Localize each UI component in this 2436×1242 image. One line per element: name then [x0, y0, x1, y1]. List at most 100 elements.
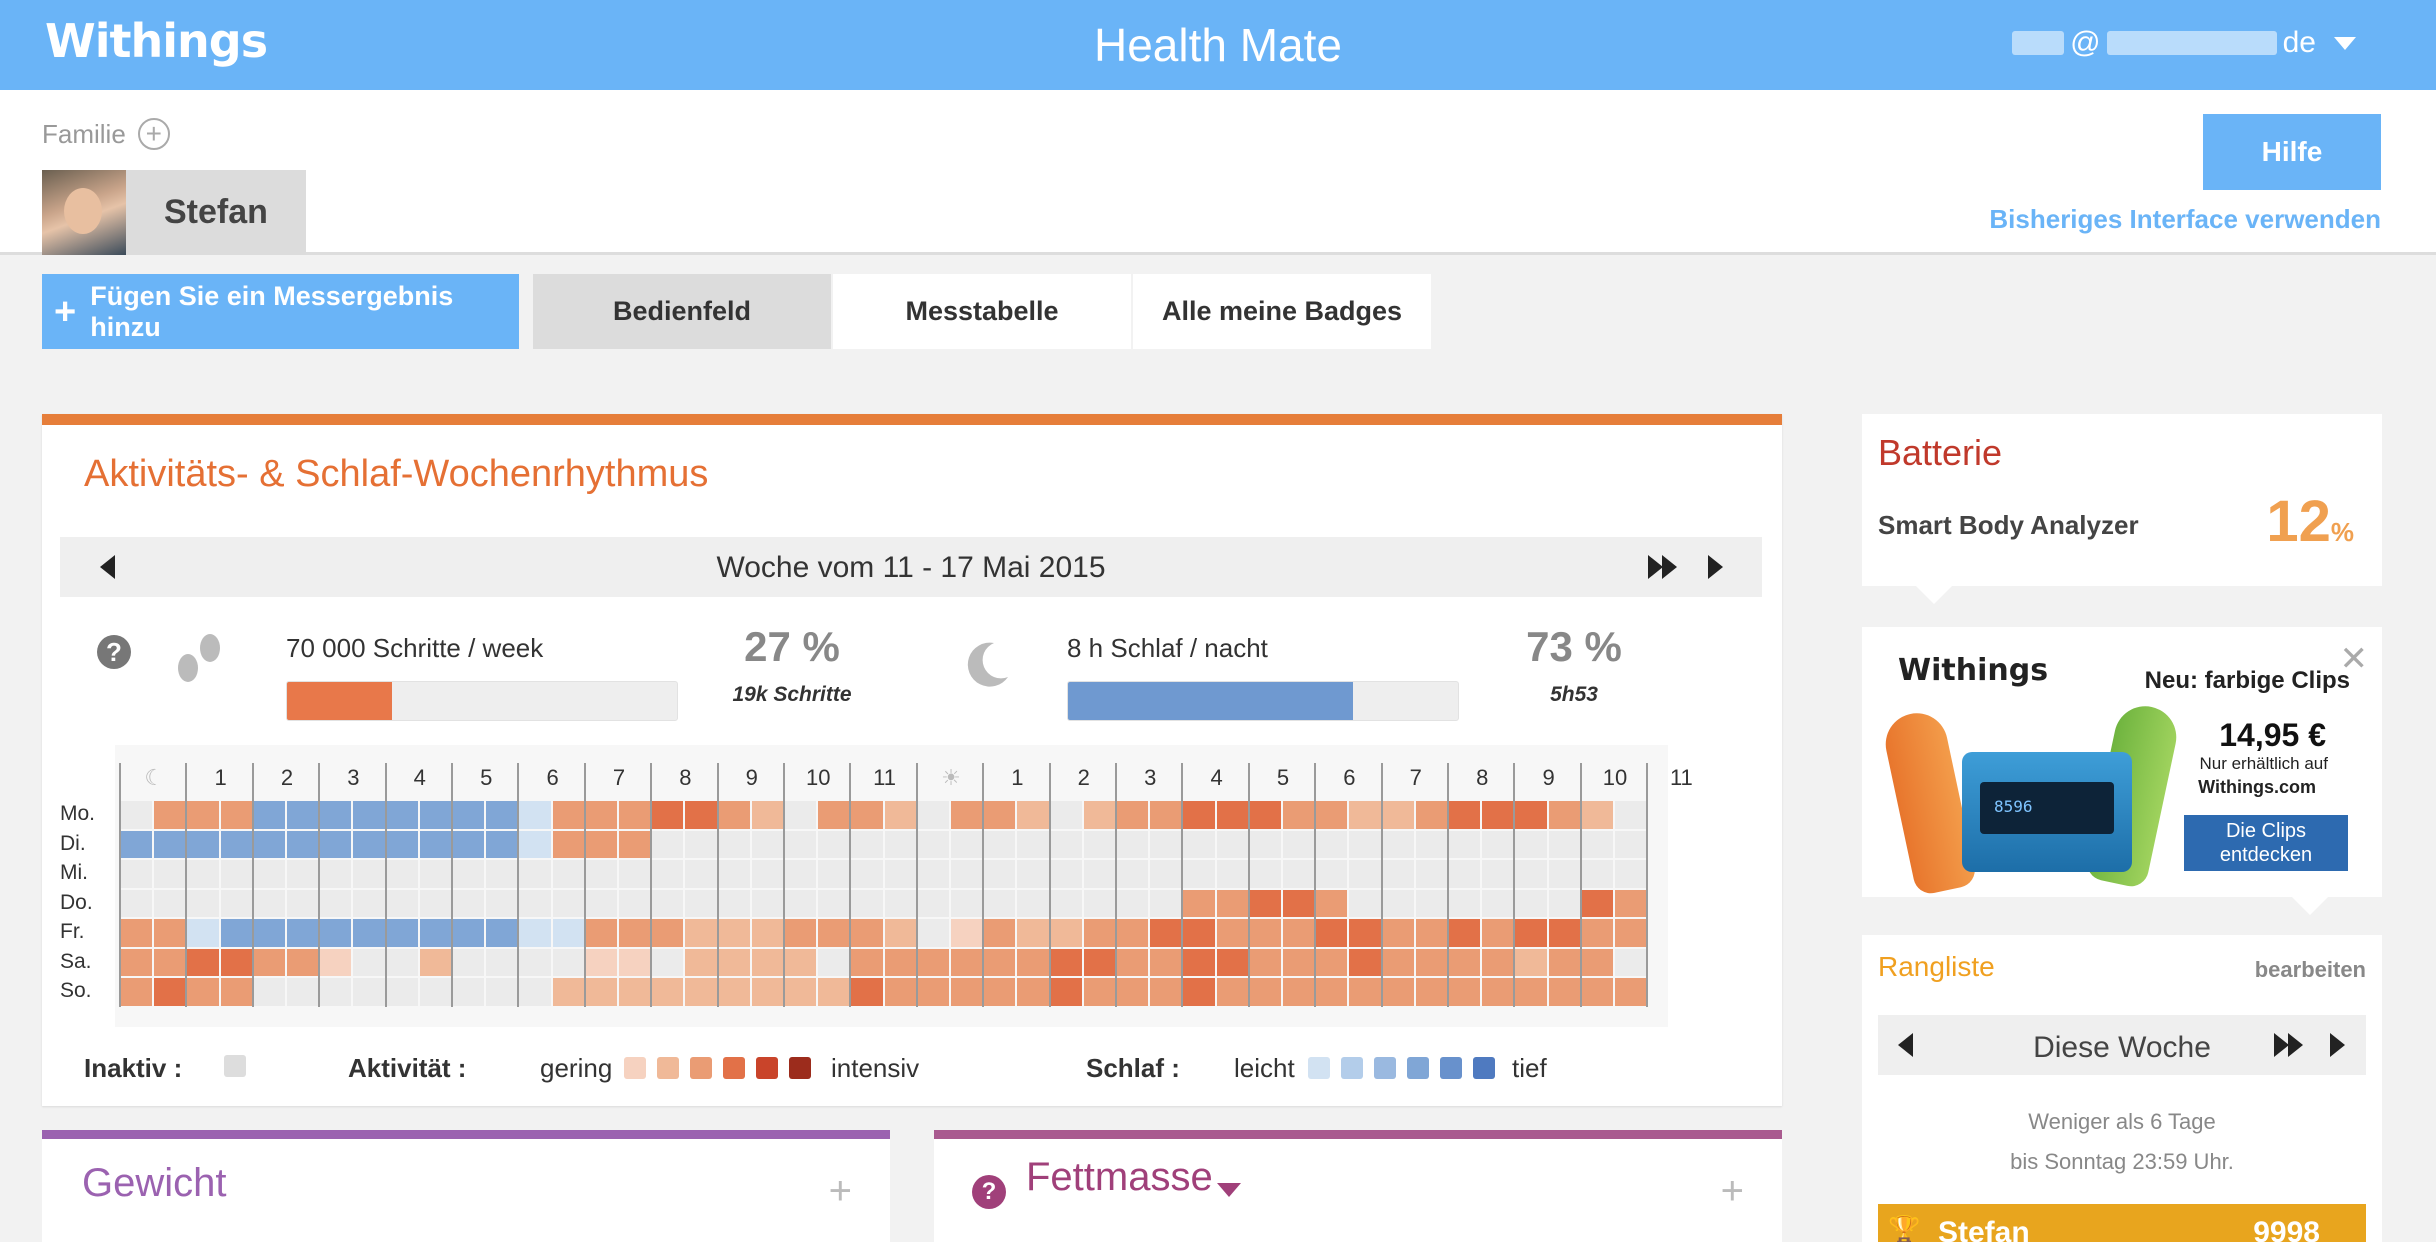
heatmap-cell [751, 919, 783, 947]
heatmap-cell [1382, 889, 1414, 917]
heatmap-cell [718, 860, 750, 888]
add-fat-mass-icon[interactable]: + [1720, 1169, 1744, 1213]
week-label: Woche vom 11 - 17 Mai 2015 [716, 551, 1106, 584]
help-icon[interactable]: ? [97, 635, 131, 669]
steps-percent: 27 % [744, 623, 840, 670]
hour-label: 2 [1077, 765, 1090, 790]
hour-label: 10 [805, 765, 831, 790]
heatmap-cell [1449, 801, 1481, 829]
tab-badges[interactable]: Alle meine Badges [1133, 274, 1431, 349]
sleep-goal: 8 h Schlaf / nacht [1067, 633, 1268, 663]
heatmap-cell [1249, 919, 1281, 947]
help-icon[interactable]: ? [972, 1175, 1006, 1209]
moon-icon: ☾ [144, 765, 165, 790]
account-menu[interactable]: @ de [2012, 26, 2356, 60]
heatmap-cell [1283, 860, 1315, 888]
heatmap-cell [1183, 860, 1215, 888]
heatmap-cell [486, 801, 518, 829]
heatmap-cell [984, 830, 1016, 858]
close-icon[interactable]: ✕ [2339, 640, 2369, 678]
heatmap-cell [1548, 801, 1580, 829]
previous-period-icon[interactable] [1898, 1033, 1913, 1057]
heatmap-cell [917, 919, 949, 947]
help-button[interactable]: Hilfe [2203, 114, 2381, 190]
heatmap-cell [1415, 860, 1447, 888]
discover-clips-button[interactable]: Die Clips entdecken [2184, 815, 2348, 871]
withings-logo[interactable]: Withings [45, 14, 268, 68]
heatmap-cell [187, 860, 219, 888]
heatmap-cell [1548, 889, 1580, 917]
heatmap-cell [1482, 830, 1514, 858]
weight-title: Gewicht [82, 1161, 227, 1205]
sleep-level-swatch [1374, 1057, 1396, 1079]
fast-forward-icon[interactable] [1648, 555, 1680, 579]
heatmap-cell [785, 801, 817, 829]
activity-level-swatch [690, 1057, 712, 1079]
sleep-level-swatch [1473, 1057, 1495, 1079]
clips-ad-card[interactable]: ✕ Withings Neu: farbige Clips 8596 14,95… [1862, 627, 2382, 915]
hour-gridline [650, 763, 653, 1007]
fat-mass-title[interactable]: Fettmasse [1026, 1155, 1213, 1199]
heatmap-cell [1249, 830, 1281, 858]
heatmap-cell [1150, 978, 1182, 1006]
add-weight-icon[interactable]: + [828, 1169, 852, 1213]
tab-measurement-table[interactable]: Messtabelle [833, 274, 1131, 349]
heatmap-cell [154, 948, 186, 976]
legacy-interface-link[interactable]: Bisheriges Interface verwenden [1989, 204, 2381, 234]
heatmap-cell [320, 978, 352, 1006]
next-period-icon[interactable] [2330, 1033, 2345, 1057]
heatmap-cell [1050, 889, 1082, 917]
add-family-icon[interactable]: + [137, 118, 170, 150]
previous-week-icon[interactable] [100, 555, 115, 579]
heatmap-cell [1382, 830, 1414, 858]
sleep-value: 5h53 [1550, 683, 1598, 706]
heatmap-cell [619, 919, 651, 947]
heatmap-cell [751, 830, 783, 858]
heatmap-cell [552, 978, 584, 1006]
heatmap-cell [884, 830, 916, 858]
heatmap-cell [419, 830, 451, 858]
heatmap-cell [818, 801, 850, 829]
sleep-level-swatch [1308, 1057, 1330, 1079]
hour-label: 9 [1542, 765, 1555, 790]
heatmap-cell [1349, 919, 1381, 947]
heatmap-cell [1117, 978, 1149, 1006]
heatmap-cell [917, 801, 949, 829]
add-measurement-button[interactable]: + Fügen Sie ein Messergebnis hinzu [42, 274, 519, 349]
heatmap-cell [1083, 830, 1115, 858]
hour-gridline [583, 763, 586, 1007]
next-week-icon[interactable] [1708, 555, 1723, 579]
heatmap-cell [652, 889, 684, 917]
heatmap-cell [220, 948, 252, 976]
ranking-row-value: 9998 [2253, 1216, 2320, 1242]
heatmap-cell [154, 860, 186, 888]
tab-dashboard[interactable]: Bedienfeld [533, 274, 831, 349]
heatmap-cell [552, 860, 584, 888]
heatmap-cell [121, 948, 153, 976]
heatmap-cell [386, 889, 418, 917]
heatmap-cell [1283, 801, 1315, 829]
ranking-edit-link[interactable]: bearbeiten [2254, 957, 2366, 982]
chevron-down-icon[interactable] [2334, 36, 2356, 50]
footsteps-icon [178, 634, 220, 682]
fast-forward-icon[interactable] [2274, 1033, 2306, 1057]
day-label: Sa. [60, 949, 92, 973]
heatmap-cell [453, 860, 485, 888]
heatmap-cell [785, 919, 817, 947]
heatmap-cell [287, 801, 319, 829]
redacted-email-user [2012, 31, 2065, 55]
heatmap-cell [652, 801, 684, 829]
hour-gridline [1513, 763, 1516, 1007]
hour-gridline [1247, 763, 1250, 1007]
heatmap-cell [1216, 889, 1248, 917]
heatmap-cell [253, 801, 285, 829]
user-tab[interactable]: Stefan [42, 170, 306, 255]
chevron-down-icon[interactable] [1217, 1183, 1241, 1197]
heatmap-cell [1283, 889, 1315, 917]
heatmap-cell [851, 978, 883, 1006]
ranking-row[interactable]: 🏆 Stefan 9998 [1878, 1204, 2366, 1242]
heatmap-cell [818, 860, 850, 888]
heatmap-cell [1316, 860, 1348, 888]
heatmap-cell [1581, 801, 1613, 829]
plus-icon: + [54, 290, 77, 333]
